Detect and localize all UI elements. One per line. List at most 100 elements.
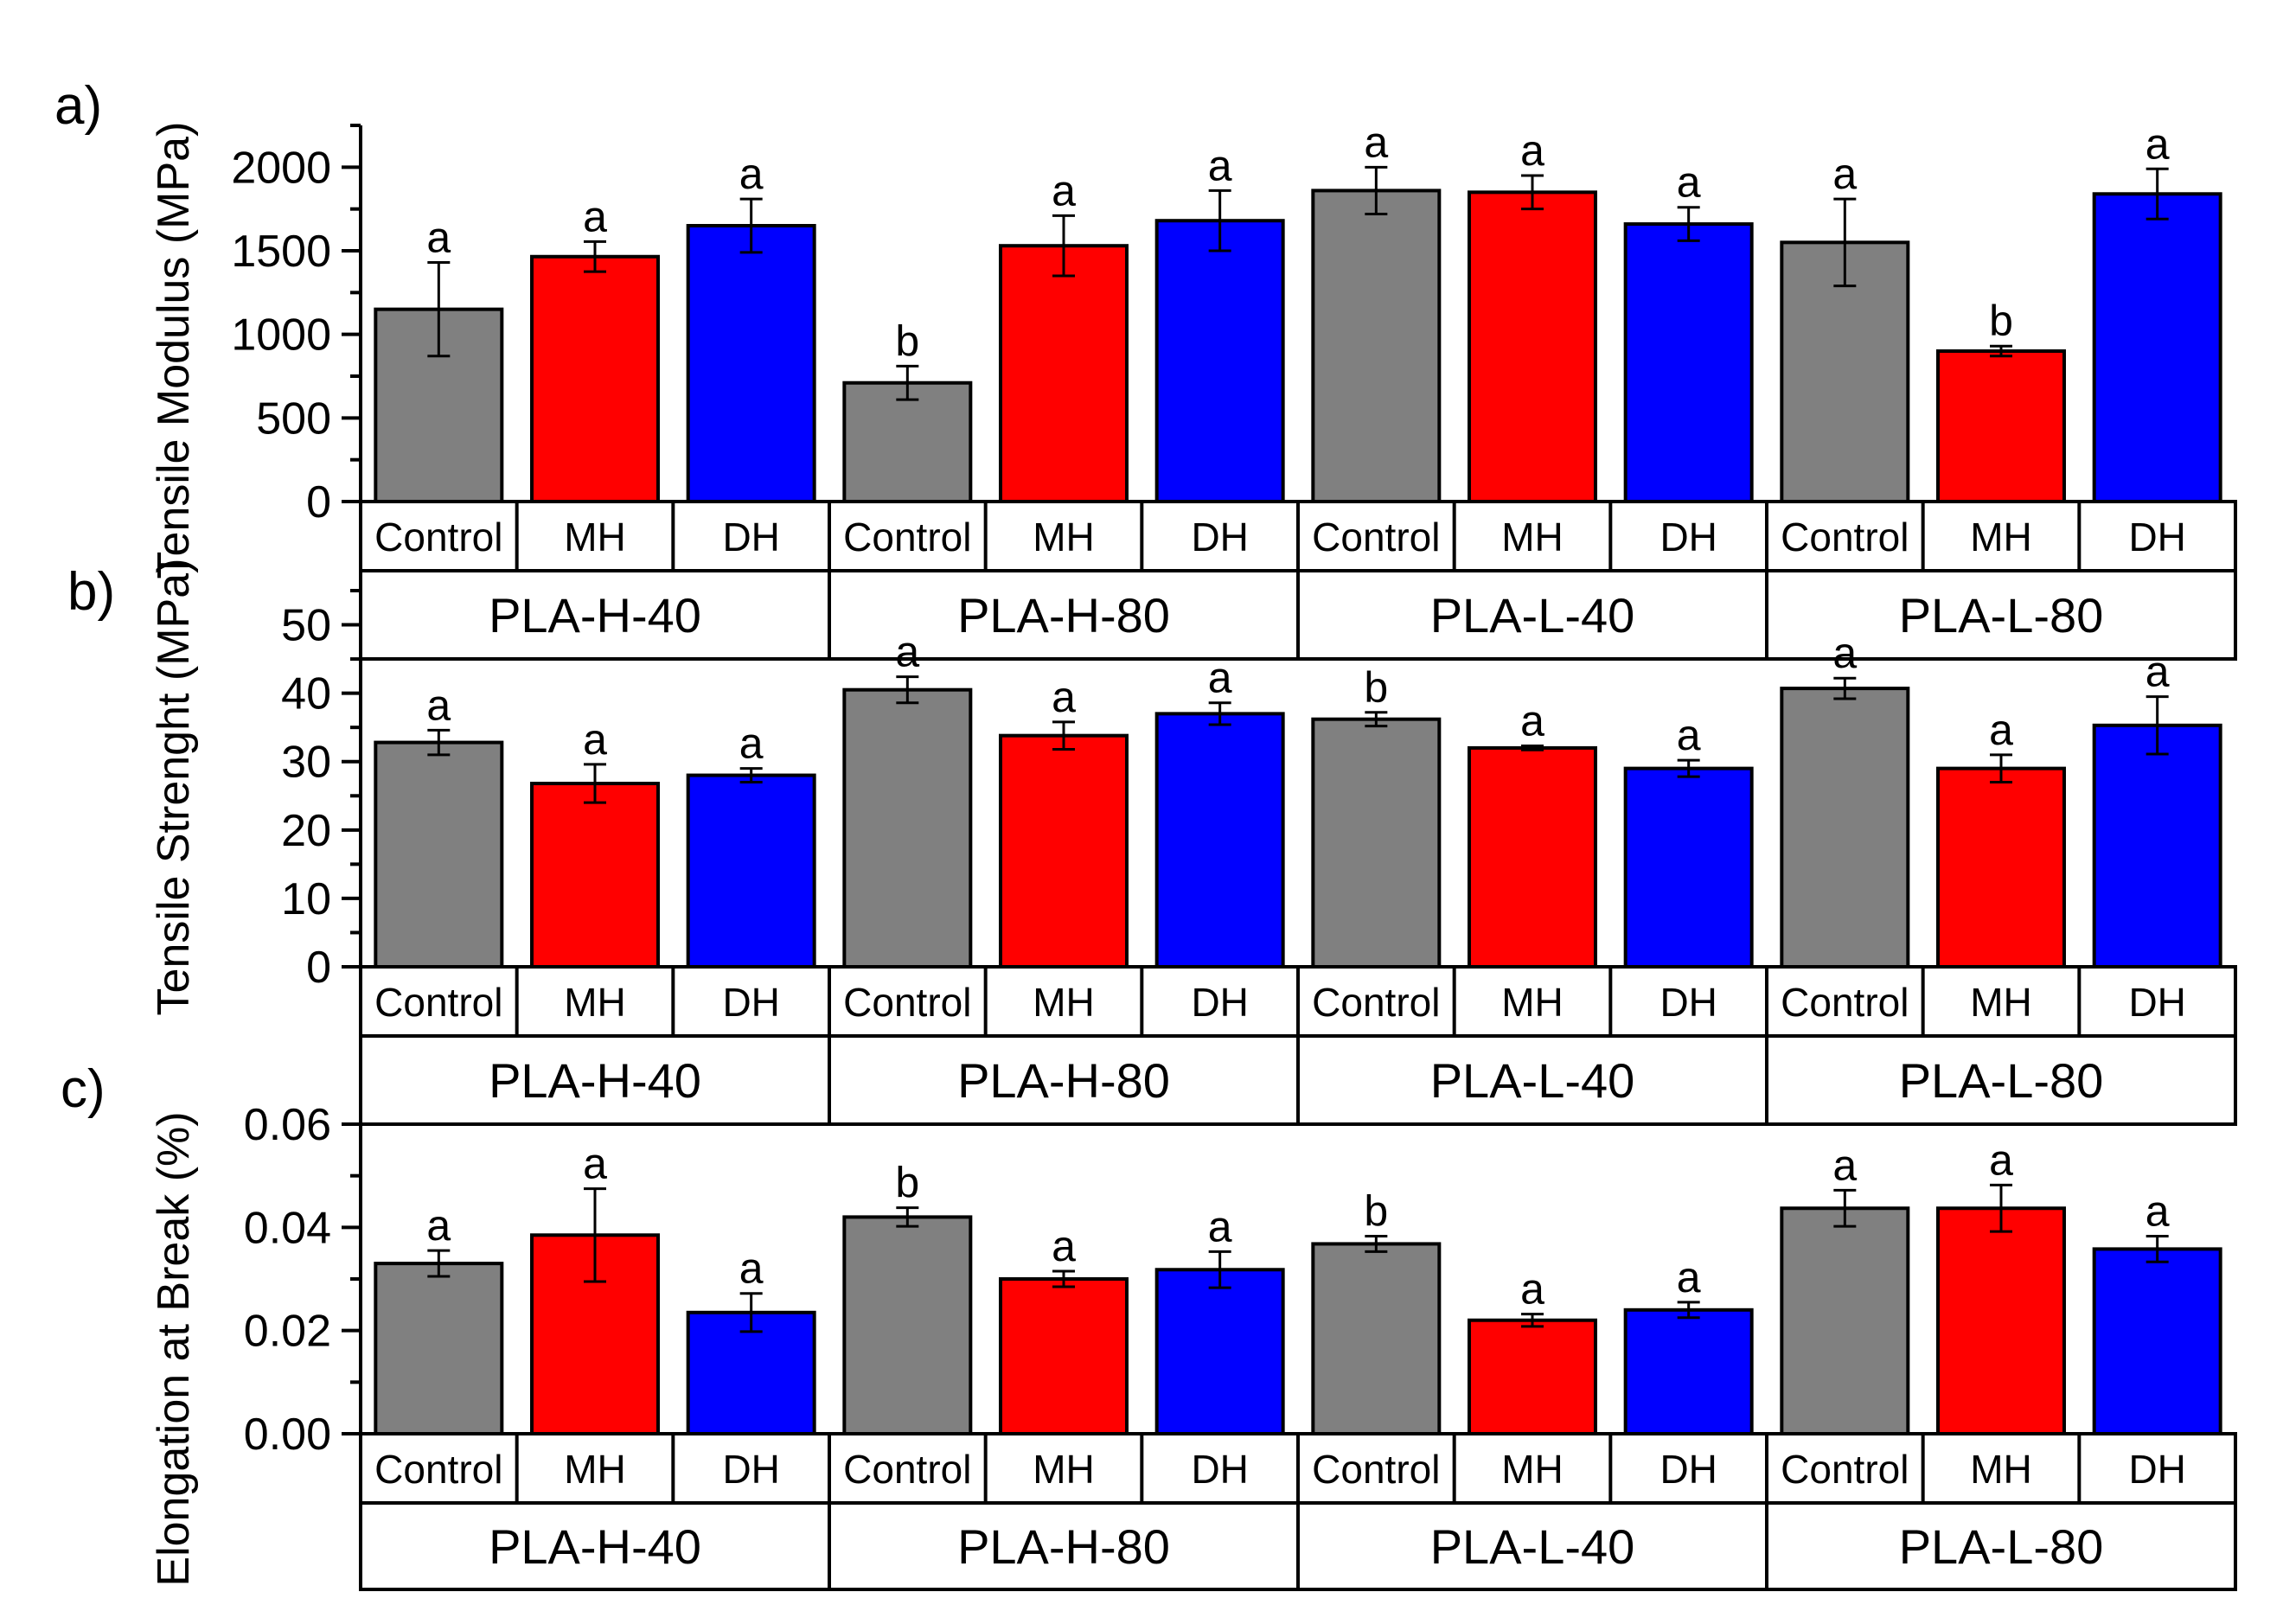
category-label: DH — [722, 980, 779, 1025]
category-label: MH — [1501, 980, 1564, 1025]
significance-label: a — [1052, 1222, 1076, 1270]
significance-label: a — [739, 1244, 764, 1293]
y-tick-label: 1000 — [231, 310, 331, 361]
error-bar — [427, 728, 451, 757]
bar — [1311, 1242, 1442, 1435]
bar — [1154, 1268, 1285, 1436]
error-bar — [1677, 206, 1700, 242]
category-label: MH — [564, 1447, 626, 1492]
bar — [999, 244, 1129, 503]
group-label: PLA-L-40 — [1430, 1519, 1635, 1574]
significance-label: a — [1989, 706, 2013, 754]
significance-label: a — [739, 719, 764, 768]
category-label: MH — [1970, 1447, 2032, 1492]
group-label: PLA-L-80 — [1899, 588, 2104, 643]
group-label: PLA-H-80 — [957, 588, 1170, 643]
significance-label: a — [1832, 1141, 1857, 1189]
error-bar — [1521, 745, 1544, 751]
error-bar — [1990, 1183, 2012, 1233]
significance-label: a — [1208, 654, 1232, 702]
bar — [2092, 192, 2222, 503]
error-bar — [1208, 189, 1231, 253]
category-label: Control — [1781, 515, 1909, 559]
bar — [1623, 222, 1754, 503]
significance-label: a — [1520, 1265, 1544, 1314]
group-label: PLA-H-40 — [489, 1053, 701, 1108]
category-label: DH — [2128, 515, 2185, 559]
error-bar — [1677, 1301, 1700, 1320]
category-label: MH — [1970, 515, 2032, 559]
significance-label: a — [1052, 166, 1076, 214]
y-tick-label: 20 — [281, 806, 331, 856]
bar — [999, 1277, 1129, 1435]
bar — [374, 740, 504, 969]
error-bar — [1365, 165, 1388, 215]
bar — [686, 773, 816, 969]
category-label: Control — [1312, 515, 1440, 559]
significance-label: a — [1520, 697, 1544, 745]
error-bar — [1833, 1188, 1857, 1228]
group-label: PLA-L-80 — [1899, 1519, 2104, 1574]
category-label: DH — [1191, 515, 1248, 559]
significance-label: a — [1832, 150, 1857, 198]
significance-label: a — [895, 628, 919, 676]
y-tick-label: 30 — [281, 738, 331, 788]
group-label: PLA-L-80 — [1899, 1053, 2104, 1108]
group-label: PLA-H-40 — [489, 1519, 701, 1574]
error-bar — [1052, 214, 1075, 278]
bar — [1154, 219, 1285, 503]
y-tick-label: 0 — [306, 477, 331, 527]
error-bar — [1833, 676, 1857, 700]
error-bar — [739, 197, 763, 254]
significance-label: a — [1677, 158, 1701, 207]
significance-label: b — [1989, 297, 2013, 345]
bar — [374, 1262, 504, 1435]
bar — [1623, 766, 1754, 969]
panel-b-y-axis-title: Tensile Strenght (MPa) — [149, 559, 199, 1016]
bar — [1623, 1308, 1754, 1436]
bar — [842, 687, 973, 969]
error-bar — [2146, 167, 2169, 221]
bar — [842, 1215, 973, 1436]
category-label: Control — [843, 980, 971, 1025]
bar — [1780, 687, 1910, 969]
category-label: DH — [1659, 515, 1717, 559]
bar — [686, 224, 816, 503]
y-tick-label: 500 — [256, 393, 331, 444]
category-label: Control — [1781, 1447, 1909, 1492]
y-tick-label: 0.06 — [244, 1100, 331, 1150]
significance-label: a — [739, 150, 764, 198]
bar — [1468, 1318, 1597, 1435]
y-tick-label: 10 — [281, 874, 331, 924]
bar — [842, 380, 973, 503]
error-bar — [739, 767, 763, 783]
error-bar — [1365, 1234, 1388, 1253]
error-bar — [1990, 344, 2012, 358]
significance-label: b — [895, 1159, 919, 1207]
category-label: DH — [2128, 1447, 2185, 1492]
category-label: MH — [564, 980, 626, 1025]
bar — [2092, 723, 2222, 969]
category-label: MH — [1501, 1447, 1564, 1492]
error-bar — [1052, 720, 1075, 751]
group-label: PLA-L-40 — [1430, 588, 1635, 643]
significance-label: a — [426, 1201, 451, 1250]
y-tick-label: 50 — [281, 601, 331, 651]
significance-label: a — [583, 715, 607, 764]
y-tick-label: 40 — [281, 669, 331, 719]
category-label: Control — [1312, 1447, 1440, 1492]
error-bar — [1833, 197, 1857, 288]
error-bar — [896, 1206, 919, 1228]
bar — [1311, 189, 1442, 503]
panel-c-y-axis-title: Elongation at Break (%) — [149, 1111, 199, 1586]
significance-label: a — [1364, 118, 1388, 166]
significance-label: a — [1208, 141, 1232, 189]
y-tick-label: 0.04 — [244, 1203, 331, 1253]
error-bar — [896, 675, 919, 705]
error-bar — [427, 1249, 451, 1278]
panel-c: c) 0.00 0.02 0.04 0.06 a a a b a a b a a a a a Control MH… — [61, 1059, 2237, 1591]
panel-b: b) 0 10 20 30 40 50 a a a a a a b a a a a a Control MH DH Con… — [67, 559, 2237, 1126]
y-tick-label: 0.00 — [244, 1410, 331, 1460]
category-label: Control — [1312, 980, 1440, 1025]
error-bar — [584, 763, 606, 804]
